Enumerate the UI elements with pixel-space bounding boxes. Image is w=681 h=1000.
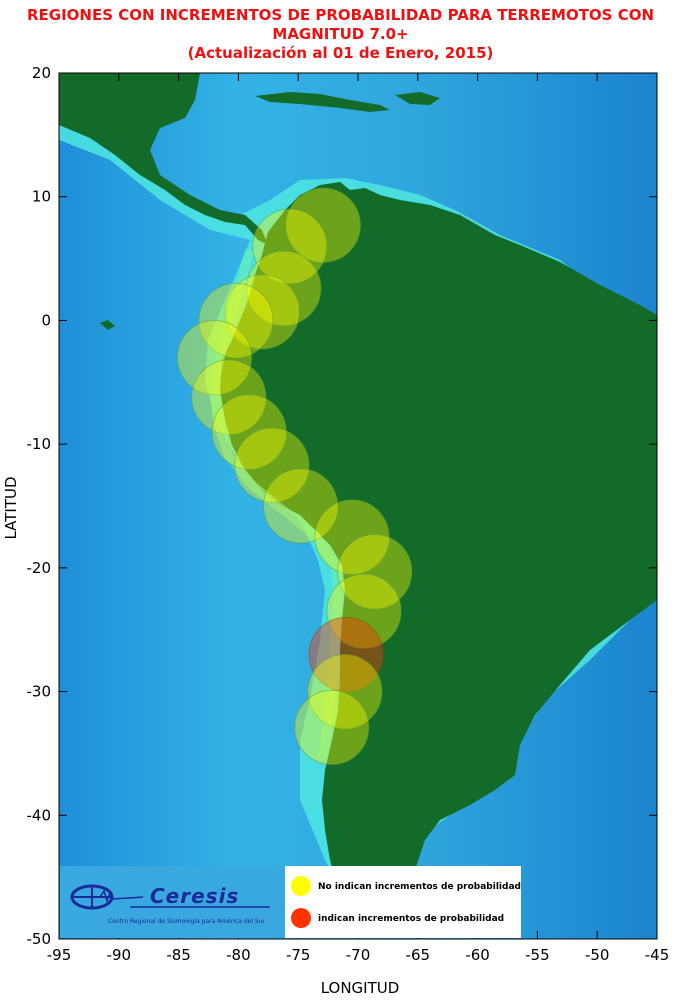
probability-regions <box>176 187 413 766</box>
legend-increment-label: indican incrementos de probabilidad <box>318 914 504 924</box>
south-america <box>220 182 657 899</box>
no-increment-region-circle <box>246 250 322 326</box>
no-increment-region-circle <box>176 319 253 396</box>
x-tick-label: -75 <box>286 946 311 964</box>
x-tick-label: -70 <box>346 946 371 964</box>
map-title-line1: REGIONES CON INCREMENTOS DE PROBABILIDAD… <box>26 6 655 24</box>
x-tick-label: -60 <box>465 946 490 964</box>
galapagos-islands <box>100 320 115 330</box>
y-tick-label: 0 <box>41 311 51 329</box>
legend-box <box>285 866 521 938</box>
x-tick-label: -50 <box>585 946 610 964</box>
no-increment-region-circle <box>198 282 274 359</box>
y-tick-label: -50 <box>27 930 52 948</box>
y-tick-label: -20 <box>27 559 52 577</box>
no-increment-region-circle <box>326 573 402 649</box>
logo-background <box>60 866 284 938</box>
y-axis: 20 10 0 -10 -20 -30 -40 -50 <box>27 64 657 948</box>
logo-name: Ceresis <box>150 884 239 908</box>
legend-increment-marker <box>291 908 311 928</box>
y-tick-label: -10 <box>27 435 52 453</box>
map-title-line3: (Actualización al 01 de Enero, 2015) <box>187 44 494 62</box>
x-tick-label: -95 <box>47 946 72 964</box>
map-area <box>59 73 657 939</box>
x-tick-label: -80 <box>226 946 251 964</box>
ceresis-logo: Ceresis Centro Regional de Sismología pa… <box>60 866 284 938</box>
no-increment-region-circle <box>307 653 383 730</box>
legend-no-increment-label: No indican incrementos de probabilidad <box>318 882 521 892</box>
no-increment-region-circle <box>234 427 310 503</box>
map-title-line2: MAGNITUD 7.0+ <box>272 25 409 43</box>
hispaniola-island <box>395 92 440 105</box>
x-tick-label: -45 <box>645 946 670 964</box>
y-tick-label: -30 <box>27 683 52 701</box>
x-axis-title: LONGITUD <box>321 979 400 997</box>
no-increment-region-circle <box>252 208 328 284</box>
legend: No indican incrementos de probabilidad i… <box>285 866 521 938</box>
y-tick-label: -40 <box>27 806 52 824</box>
no-increment-region-circle <box>263 468 339 544</box>
no-increment-region-circle <box>211 394 287 470</box>
x-tick-label: -55 <box>525 946 550 964</box>
x-tick-label: -90 <box>107 946 132 964</box>
seismogram-icon <box>99 889 144 904</box>
y-tick-label: 10 <box>32 188 51 206</box>
y-axis-title: LATITUD <box>2 476 20 539</box>
central-america <box>59 73 268 245</box>
x-axis: -95 -90 -85 -80 -75 -70 -65 -60 -55 -50 -45 <box>47 73 670 964</box>
subduction-trench <box>210 248 343 761</box>
no-increment-region-circle <box>337 533 413 610</box>
y-tick-label: 20 <box>32 64 51 82</box>
no-increment-region-circle <box>294 689 370 766</box>
x-tick-label: -85 <box>166 946 191 964</box>
no-increment-region-circle <box>224 274 300 350</box>
no-increment-region-circle <box>191 359 267 435</box>
logo-subtitle: Centro Regional de Sismología para Améri… <box>108 918 266 925</box>
x-tick-label: -65 <box>406 946 431 964</box>
legend-no-increment-marker <box>291 876 311 896</box>
cuba-island <box>255 92 390 112</box>
